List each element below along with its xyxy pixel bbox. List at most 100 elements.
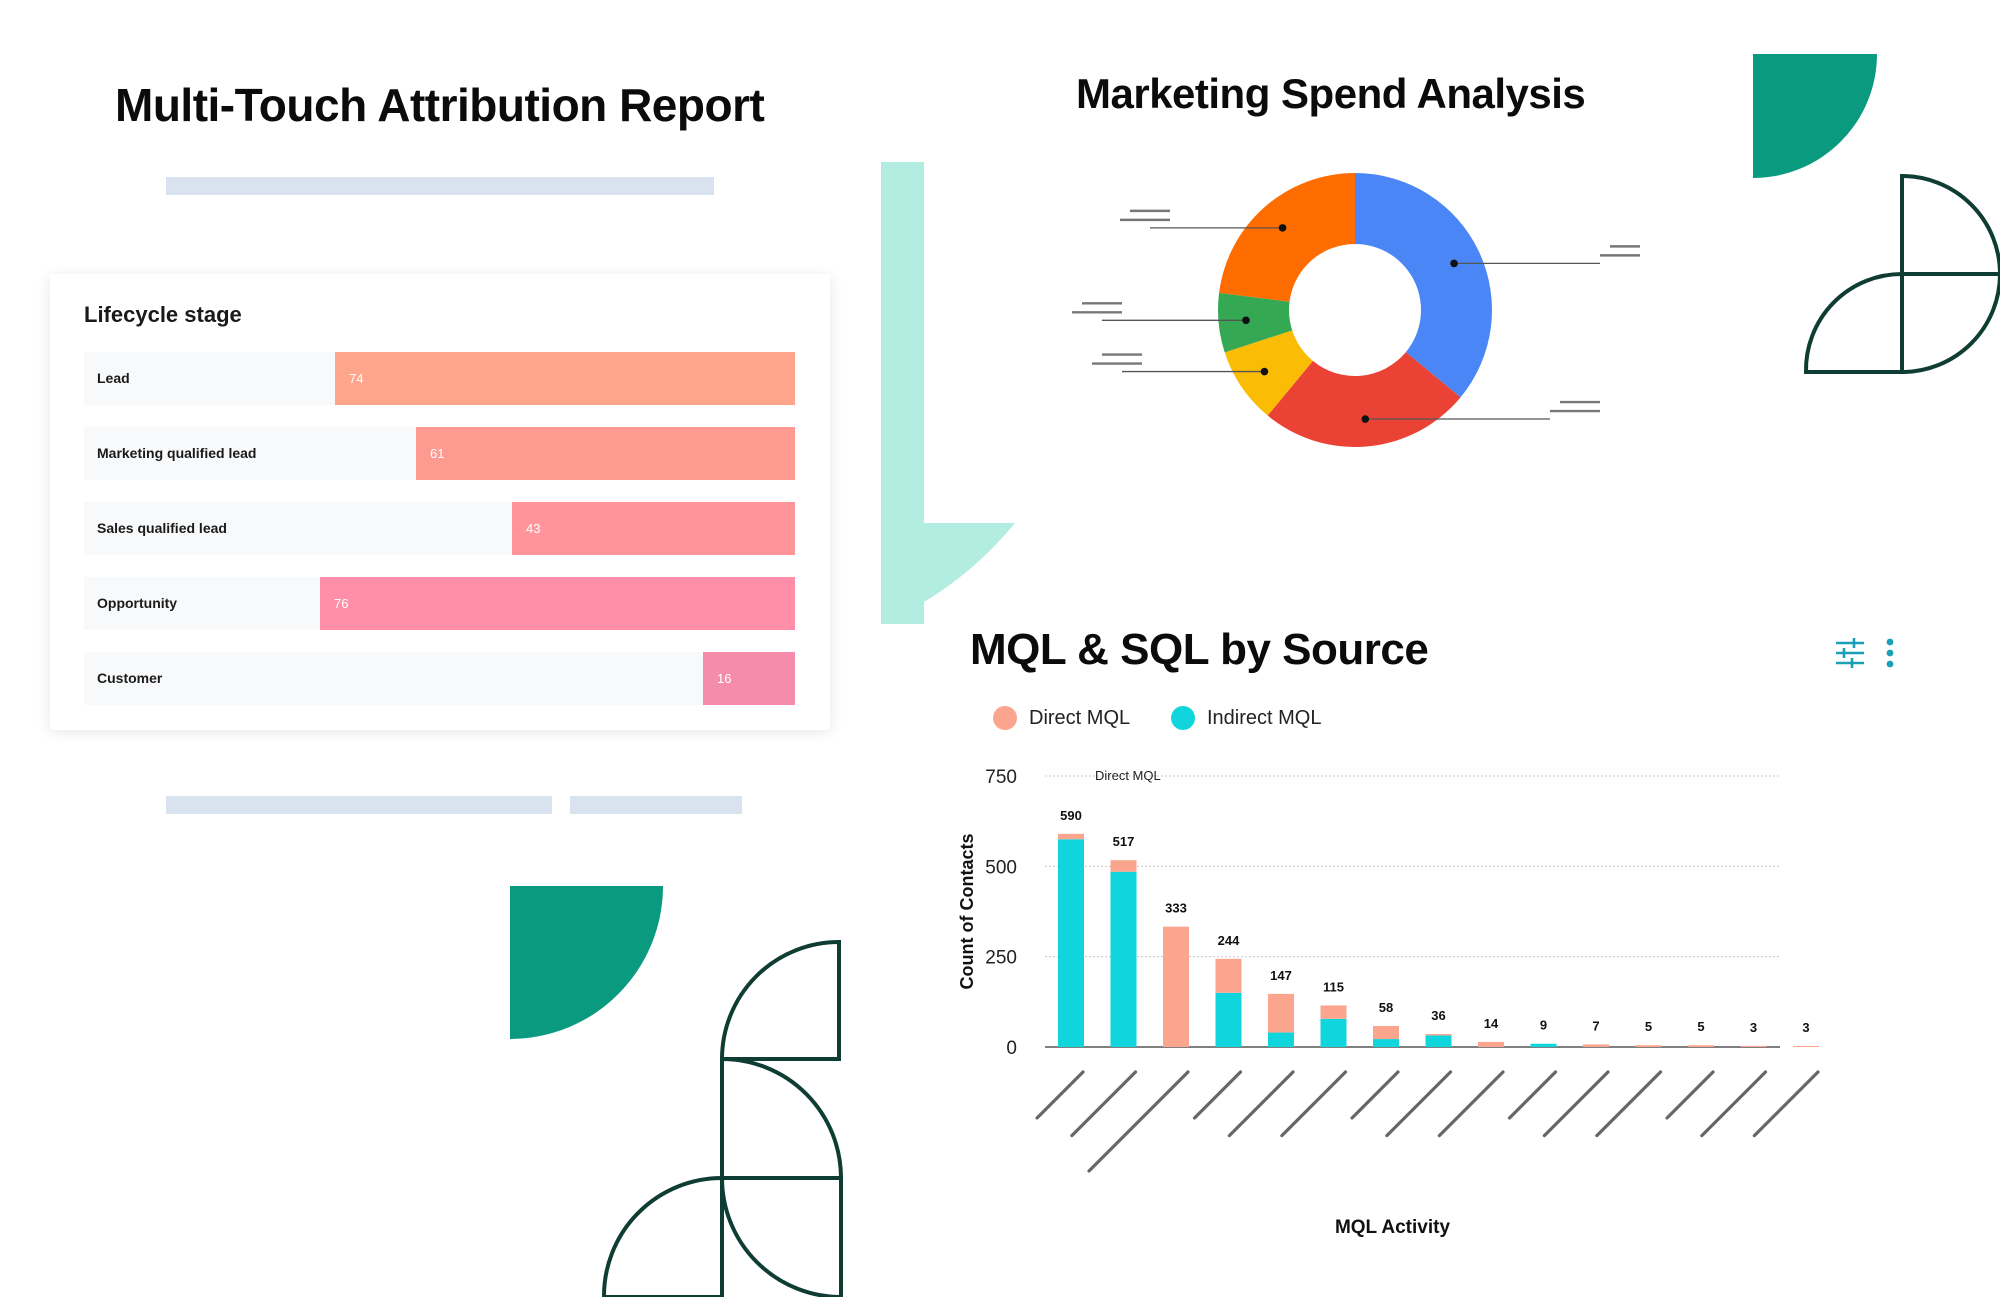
bar-total-label: 244 [1218, 933, 1240, 948]
x-tick-placeholder [1700, 1070, 1768, 1138]
lifecycle-title: Lifecycle stage [84, 302, 242, 327]
bar-total-label: 333 [1165, 901, 1187, 916]
x-tick-placeholder [1350, 1070, 1400, 1120]
chart-annotation: Direct MQL [1095, 768, 1161, 783]
legend-direct-mql[interactable]: Direct MQL [993, 706, 1130, 730]
donut-slice[interactable] [1218, 292, 1293, 353]
bar-direct[interactable] [1163, 926, 1189, 1047]
spend-donut-chart [1072, 173, 1640, 447]
bar-direct[interactable] [1320, 1005, 1347, 1019]
spend-title: Marketing Spend Analysis [1076, 70, 1586, 117]
bar-direct[interactable] [1268, 993, 1294, 1033]
x-tick-placeholder [1542, 1070, 1610, 1138]
bar-direct[interactable] [1740, 1045, 1767, 1047]
bar-indirect[interactable] [1530, 1043, 1557, 1047]
bar-indirect[interactable] [1268, 1032, 1294, 1047]
legend-direct-label: Direct MQL [1029, 706, 1131, 729]
mql-bar-chart: 0 250 500 750 Count of Contacts Direct MQL 590… [957, 767, 1820, 1238]
bar-total-label: 7 [1592, 1018, 1599, 1033]
bar-total-label: 115 [1323, 979, 1344, 994]
y-axis-label: Count of Contacts [957, 834, 977, 990]
legend-indirect-mql[interactable]: Indirect MQL [1171, 706, 1321, 730]
lifecycle-bar[interactable]: 74 [335, 352, 795, 405]
skeleton-bar-bottom-right [570, 796, 742, 814]
sliders-icon[interactable] [1834, 637, 1866, 669]
bar-indirect[interactable] [1320, 1018, 1347, 1047]
lifecycle-bar[interactable]: 43 [512, 502, 795, 555]
lifecycle-bar[interactable]: 16 [703, 652, 795, 705]
bar-indirect[interactable] [1425, 1035, 1452, 1047]
x-tick-placeholder [1665, 1070, 1715, 1120]
bar-direct[interactable] [1058, 833, 1084, 840]
more-vertical-icon[interactable] [1884, 637, 1896, 669]
bar-direct[interactable] [1373, 1026, 1399, 1040]
bar-total-label: 147 [1270, 968, 1292, 983]
lifecycle-bar-value: 16 [717, 671, 732, 686]
x-tick-placeholder [1070, 1070, 1138, 1138]
lifecycle-bar-value: 43 [526, 521, 541, 536]
lifecycle-bar[interactable]: 76 [320, 577, 795, 630]
lifecycle-row: Opportunity 76 [84, 577, 795, 630]
bar-total-label: 36 [1431, 1008, 1445, 1023]
y-tick-label: 0 [1006, 1038, 1017, 1059]
bar-direct[interactable] [1688, 1045, 1714, 1047]
legend-indirect-dot [1171, 706, 1195, 730]
lifecycle-bar[interactable]: 61 [416, 427, 795, 480]
bar-direct[interactable] [1478, 1041, 1504, 1047]
bar-direct[interactable] [1635, 1045, 1662, 1047]
y-tick-label: 500 [985, 857, 1017, 878]
lifecycle-row: Sales qualified lead 43 [84, 502, 795, 555]
lifecycle-row-label: Customer [97, 670, 163, 686]
x-tick-placeholder [1437, 1070, 1505, 1138]
outline-shapes-bottom-c [601, 1056, 844, 1297]
bar-total-label: 5 [1645, 1019, 1652, 1034]
donut-leader [1092, 353, 1269, 376]
lifecycle-row: Customer 16 [84, 652, 795, 705]
bar-direct[interactable] [1110, 860, 1137, 872]
y-tick-label: 750 [985, 767, 1017, 788]
lifecycle-row-label: Opportunity [97, 595, 178, 611]
x-tick-placeholder [1192, 1070, 1243, 1120]
x-tick-placeholder [1595, 1070, 1663, 1138]
lifecycle-row-label: Marketing qualified lead [97, 445, 257, 461]
skeleton-bar-bottom-left [166, 796, 552, 814]
mql-chart-title: MQL & SQL by Source [970, 625, 1429, 674]
x-tick-placeholder [1752, 1070, 1820, 1138]
report-title: Multi-Touch Attribution Report [115, 79, 765, 131]
donut-slice[interactable] [1267, 352, 1461, 447]
bar-direct[interactable] [1215, 958, 1242, 993]
x-tick-placeholder [1507, 1070, 1558, 1120]
bar-indirect[interactable] [1110, 871, 1137, 1047]
bar-total-label: 14 [1484, 1016, 1499, 1031]
bar-indirect[interactable] [1215, 992, 1242, 1047]
legend-direct-dot [993, 706, 1017, 730]
x-tick-placeholder [1280, 1070, 1348, 1138]
x-tick-placeholder [1087, 1070, 1190, 1173]
bar-total-label: 517 [1113, 834, 1135, 849]
bar-direct[interactable] [1425, 1033, 1452, 1036]
bar-direct[interactable] [1793, 1045, 1819, 1047]
lifecycle-bar-value: 76 [334, 596, 349, 611]
x-tick-placeholder [1227, 1070, 1295, 1138]
donut-leader [1072, 302, 1250, 325]
bar-direct[interactable] [1583, 1044, 1609, 1047]
legend-indirect-label: Indirect MQL [1207, 706, 1322, 729]
skeleton-bar-top [166, 177, 714, 195]
bar-total-label: 58 [1379, 1000, 1393, 1015]
bar-indirect[interactable] [1373, 1039, 1399, 1047]
lifecycle-bar-value: 61 [430, 446, 445, 461]
donut-leader [1120, 209, 1287, 232]
donut-slice[interactable] [1219, 173, 1355, 302]
lifecycle-row-label: Lead [97, 370, 130, 386]
lifecycle-row: Lead 74 [84, 352, 795, 405]
bar-total-label: 3 [1750, 1020, 1757, 1035]
donut-slice[interactable] [1355, 173, 1492, 398]
donut-slice[interactable] [1224, 330, 1313, 416]
green-quarter-top-right [1753, 54, 1877, 178]
bar-indirect[interactable] [1058, 839, 1084, 1047]
donut-leader [1361, 400, 1600, 423]
lifecycle-row-label: Sales qualified lead [97, 520, 227, 536]
bar-total-label: 590 [1060, 808, 1082, 823]
lifecycle-card: Lifecycle stage Lead 74 Marketing qualifie… [50, 274, 830, 730]
